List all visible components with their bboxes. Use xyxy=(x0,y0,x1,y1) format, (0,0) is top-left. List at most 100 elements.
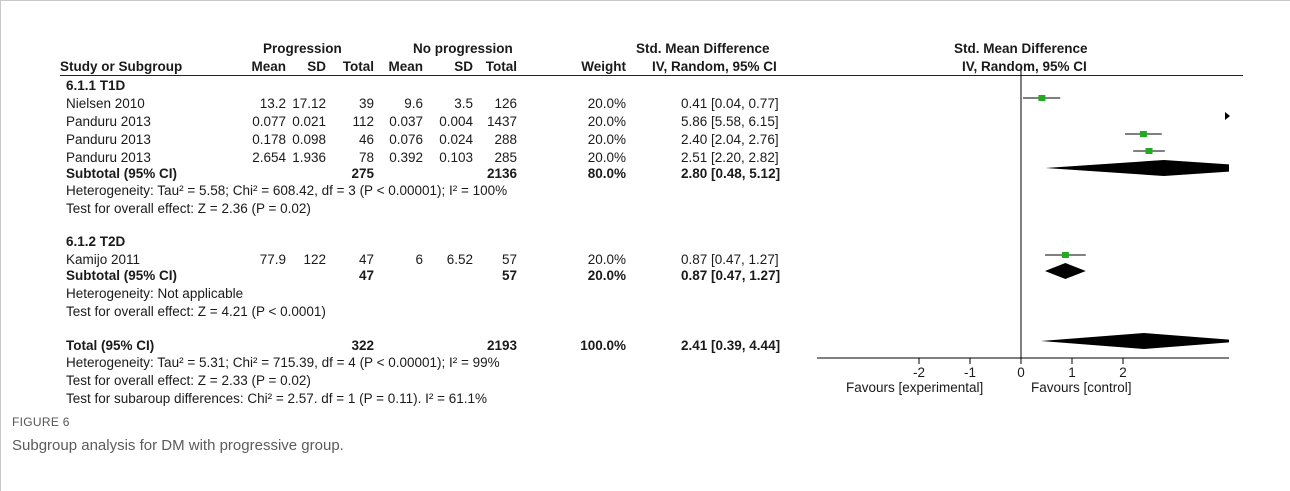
sd1-cell: 0.098 xyxy=(292,132,326,147)
subtotal-ci: 2.80 [0.48, 5.12] xyxy=(681,166,781,181)
mean2-cell: 0.037 xyxy=(389,114,423,129)
ci-cell: 0.87 [0.47, 1.27] xyxy=(681,252,779,267)
sd2-cell: 0.004 xyxy=(439,114,473,129)
header-weight: Weight xyxy=(581,59,626,74)
total2-cell: 126 xyxy=(494,96,517,111)
ci-cell: 5.86 [5.58, 6.15] xyxy=(681,114,779,129)
favours-control-label: Favours [control] xyxy=(1031,380,1132,395)
study-name: Panduru 2013 xyxy=(66,114,151,129)
total-total2: 2193 xyxy=(486,338,517,353)
x-tick-label: 2 xyxy=(1119,365,1127,380)
sd1-cell: 1.936 xyxy=(292,150,326,165)
mean1-cell: 0.077 xyxy=(252,114,286,129)
heterogeneity-text: Heterogeneity: Not applicable xyxy=(66,286,244,301)
subtotal-total1: 275 xyxy=(351,166,374,181)
heterogeneity-text: Heterogeneity: Tau² = 5.58; Chi² = 608.4… xyxy=(66,183,508,198)
pooled-diamond xyxy=(1040,333,1229,349)
header-mean2: Mean xyxy=(388,59,423,74)
subtotal-label: Subtotal (95% CI) xyxy=(66,268,178,283)
subtotal-total2: 2136 xyxy=(486,166,517,181)
header-sd2: SD xyxy=(454,59,473,74)
offscale-arrow xyxy=(1225,112,1230,120)
mean2-cell: 0.392 xyxy=(389,150,423,165)
total2-cell: 1437 xyxy=(486,114,517,129)
footer-overall-effect: Test for overall effect: Z = 2.33 (P = 0… xyxy=(66,373,311,388)
study-name: Panduru 2013 xyxy=(66,132,151,147)
mean1-cell: 77.9 xyxy=(259,252,286,267)
figure-label: FIGURE 6 xyxy=(12,415,70,429)
footer-heterogeneity: Heterogeneity: Tau² = 5.31; Chi² = 715.3… xyxy=(66,355,500,370)
subgroup-title: 6.1.2 T2D xyxy=(66,234,126,249)
favours-experimental-label: Favours [experimental] xyxy=(846,380,984,395)
study-square xyxy=(1038,95,1046,101)
subgroup-title: 6.1.1 T1D xyxy=(66,78,126,93)
ci-cell: 2.51 [2.20, 2.82] xyxy=(681,150,779,165)
study-square xyxy=(1139,131,1147,137)
header-smd-sub-plot: IV, Random, 95% CI xyxy=(962,59,1087,74)
weight-cell: 20.0% xyxy=(587,96,626,111)
subtotal-ci: 0.87 [0.47, 1.27] xyxy=(681,268,781,283)
mean2-cell: 6 xyxy=(415,252,423,267)
header-sd1: SD xyxy=(307,59,326,74)
weight-cell: 20.0% xyxy=(587,114,626,129)
x-tick-label: -1 xyxy=(964,365,976,380)
header-rule xyxy=(60,75,1243,76)
study-square xyxy=(1145,148,1153,154)
pooled-diamond xyxy=(1045,160,1229,176)
header-study: Study or Subgroup xyxy=(60,59,183,74)
subtotal-weight: 80.0% xyxy=(587,166,626,181)
mean1-cell: 2.654 xyxy=(252,150,286,165)
mean1-cell: 0.178 xyxy=(252,132,286,147)
study-name: Panduru 2013 xyxy=(66,150,151,165)
header-total2: Total xyxy=(485,59,517,74)
sd2-cell: 6.52 xyxy=(446,252,473,267)
total-ci: 2.41 [0.39, 4.44] xyxy=(681,338,781,353)
total1-cell: 46 xyxy=(358,132,374,147)
study-square xyxy=(1061,252,1069,258)
ci-cell: 0.41 [0.04, 0.77] xyxy=(681,96,779,111)
x-tick-label: -2 xyxy=(913,365,925,380)
weight-cell: 20.0% xyxy=(587,252,626,267)
x-tick-label: 1 xyxy=(1068,365,1076,380)
total2-cell: 285 xyxy=(494,150,517,165)
header-smd-sub: IV, Random, 95% CI xyxy=(652,59,777,74)
overall-effect-text: Test for overall effect: Z = 2.36 (P = 0… xyxy=(66,201,311,216)
pooled-diamond xyxy=(1044,263,1086,279)
mean2-cell: 9.6 xyxy=(404,96,423,111)
header-smd-plot: Std. Mean Difference xyxy=(954,41,1088,56)
figure-caption: Subgroup analysis for DM with progressiv… xyxy=(12,437,344,454)
subtotal-total2: 57 xyxy=(501,268,517,283)
weight-cell: 20.0% xyxy=(587,150,626,165)
header-group2: No progression xyxy=(413,41,513,56)
sd1-cell: 0.021 xyxy=(292,114,326,129)
footer-subgroup-differences: Test for subaroup differences: Chi² = 2.… xyxy=(66,391,487,406)
mean1-cell: 13.2 xyxy=(259,96,286,111)
header-group1: Progression xyxy=(263,41,342,56)
overall-effect-text: Test for overall effect: Z = 4.21 (P < 0… xyxy=(66,304,326,319)
header-smd: Std. Mean Difference xyxy=(636,41,770,56)
sd2-cell: 3.5 xyxy=(454,96,473,111)
x-tick-label: 0 xyxy=(1017,365,1025,380)
mean2-cell: 0.076 xyxy=(389,132,423,147)
sd1-cell: 122 xyxy=(303,252,326,267)
total1-cell: 47 xyxy=(358,252,374,267)
ci-cell: 2.40 [2.04, 2.76] xyxy=(681,132,779,147)
total-label: Total (95% CI) xyxy=(66,338,155,353)
subtotal-weight: 20.0% xyxy=(587,268,626,283)
header-total1: Total xyxy=(342,59,374,74)
total2-cell: 57 xyxy=(501,252,517,267)
total-weight: 100.0% xyxy=(580,338,626,353)
total-total1: 322 xyxy=(351,338,374,353)
subtotal-total1: 47 xyxy=(358,268,374,283)
study-name: Kamijo 2011 xyxy=(66,252,141,267)
total1-cell: 78 xyxy=(358,150,374,165)
sd2-cell: 0.103 xyxy=(439,150,473,165)
total1-cell: 39 xyxy=(358,96,374,111)
study-name: Nielsen 2010 xyxy=(66,96,145,111)
weight-cell: 20.0% xyxy=(587,132,626,147)
sd2-cell: 0.024 xyxy=(439,132,473,147)
sd1-cell: 17.12 xyxy=(292,96,326,111)
subtotal-label: Subtotal (95% CI) xyxy=(66,166,178,181)
